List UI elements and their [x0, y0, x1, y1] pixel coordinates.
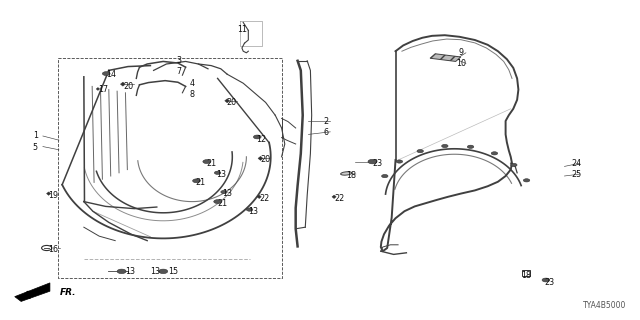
Text: 9: 9 — [458, 48, 463, 57]
Text: 2: 2 — [324, 117, 329, 126]
Text: 20: 20 — [260, 156, 271, 164]
Text: 8: 8 — [189, 90, 195, 99]
Text: 13: 13 — [216, 170, 227, 179]
Text: 21: 21 — [217, 199, 227, 208]
Text: 12: 12 — [256, 135, 266, 144]
Polygon shape — [15, 283, 50, 301]
Circle shape — [381, 174, 388, 178]
Text: 18: 18 — [521, 271, 531, 280]
Polygon shape — [258, 156, 263, 160]
Circle shape — [253, 135, 261, 139]
Polygon shape — [225, 99, 230, 103]
Circle shape — [193, 179, 200, 183]
Text: 23: 23 — [544, 278, 554, 287]
Polygon shape — [120, 82, 125, 86]
Text: 20: 20 — [227, 98, 237, 107]
Text: 7: 7 — [177, 68, 182, 76]
Polygon shape — [47, 192, 51, 195]
Circle shape — [467, 145, 474, 148]
Circle shape — [221, 190, 227, 194]
Circle shape — [214, 171, 221, 174]
Text: 13: 13 — [248, 207, 258, 216]
Text: 15: 15 — [168, 267, 178, 276]
FancyBboxPatch shape — [522, 270, 530, 276]
Circle shape — [246, 208, 253, 211]
Text: 13: 13 — [222, 189, 232, 198]
Text: 10: 10 — [456, 60, 466, 68]
Circle shape — [368, 159, 377, 164]
Circle shape — [117, 269, 126, 274]
Text: 13: 13 — [150, 267, 161, 276]
Circle shape — [524, 179, 530, 182]
Text: 21: 21 — [206, 159, 216, 168]
Text: 25: 25 — [571, 170, 581, 179]
Text: 3: 3 — [177, 56, 182, 65]
Text: 23: 23 — [372, 159, 383, 168]
Circle shape — [511, 164, 517, 167]
Text: 13: 13 — [125, 267, 136, 276]
Text: 16: 16 — [48, 245, 58, 254]
Text: 22: 22 — [334, 194, 344, 203]
Text: 21: 21 — [195, 178, 205, 187]
Text: 1: 1 — [33, 132, 38, 140]
Circle shape — [203, 160, 211, 164]
Text: 14: 14 — [106, 70, 116, 79]
Circle shape — [102, 72, 110, 76]
Text: TYA4B5000: TYA4B5000 — [582, 301, 626, 310]
Polygon shape — [430, 54, 461, 61]
Text: 24: 24 — [571, 159, 581, 168]
Text: 17: 17 — [99, 85, 109, 94]
Circle shape — [492, 152, 498, 155]
Text: 18: 18 — [346, 171, 356, 180]
Circle shape — [542, 278, 550, 282]
Polygon shape — [257, 195, 261, 198]
Polygon shape — [332, 195, 336, 198]
Ellipse shape — [340, 172, 352, 175]
Circle shape — [396, 160, 403, 163]
Circle shape — [214, 200, 221, 204]
Circle shape — [442, 144, 448, 148]
Polygon shape — [96, 88, 100, 90]
Text: 20: 20 — [123, 82, 133, 91]
Text: 5: 5 — [33, 143, 38, 152]
Circle shape — [417, 149, 424, 153]
Text: 22: 22 — [259, 194, 269, 203]
Text: 19: 19 — [48, 191, 58, 200]
Text: 11: 11 — [237, 25, 247, 34]
Text: 6: 6 — [324, 128, 329, 137]
Text: FR.: FR. — [60, 288, 76, 297]
Text: 4: 4 — [189, 79, 195, 88]
Circle shape — [159, 269, 168, 274]
